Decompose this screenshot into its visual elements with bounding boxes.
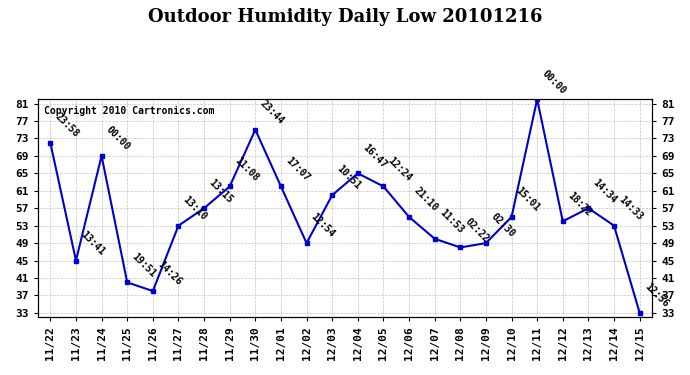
Text: 16:47: 16:47 (360, 142, 388, 170)
Text: 15:01: 15:01 (514, 186, 542, 213)
Text: 12:24: 12:24 (386, 155, 414, 183)
Text: 13:41: 13:41 (79, 229, 106, 257)
Text: 23:44: 23:44 (258, 98, 286, 126)
Text: 14:26: 14:26 (155, 260, 184, 288)
Text: 11:08: 11:08 (233, 155, 260, 183)
Text: Copyright 2010 Cartronics.com: Copyright 2010 Cartronics.com (43, 106, 214, 116)
Text: 23:58: 23:58 (53, 111, 81, 140)
Text: 13:15: 13:15 (206, 177, 235, 205)
Text: 00:00: 00:00 (104, 124, 132, 152)
Text: 02:30: 02:30 (489, 212, 516, 240)
Text: 14:33: 14:33 (617, 194, 644, 222)
Text: 00:00: 00:00 (540, 68, 568, 96)
Text: 12:56: 12:56 (642, 282, 670, 309)
Text: 13:10: 13:10 (181, 194, 209, 222)
Text: 02:22: 02:22 (463, 216, 491, 244)
Text: 14:34: 14:34 (591, 177, 619, 205)
Text: Outdoor Humidity Daily Low 20101216: Outdoor Humidity Daily Low 20101216 (148, 8, 542, 26)
Text: 11:53: 11:53 (437, 207, 465, 235)
Text: 19:51: 19:51 (130, 251, 157, 279)
Text: 18:22: 18:22 (565, 190, 593, 218)
Text: 21:10: 21:10 (412, 186, 440, 213)
Text: 12:54: 12:54 (309, 212, 337, 240)
Text: 17:07: 17:07 (284, 155, 311, 183)
Text: 10:51: 10:51 (335, 164, 362, 192)
